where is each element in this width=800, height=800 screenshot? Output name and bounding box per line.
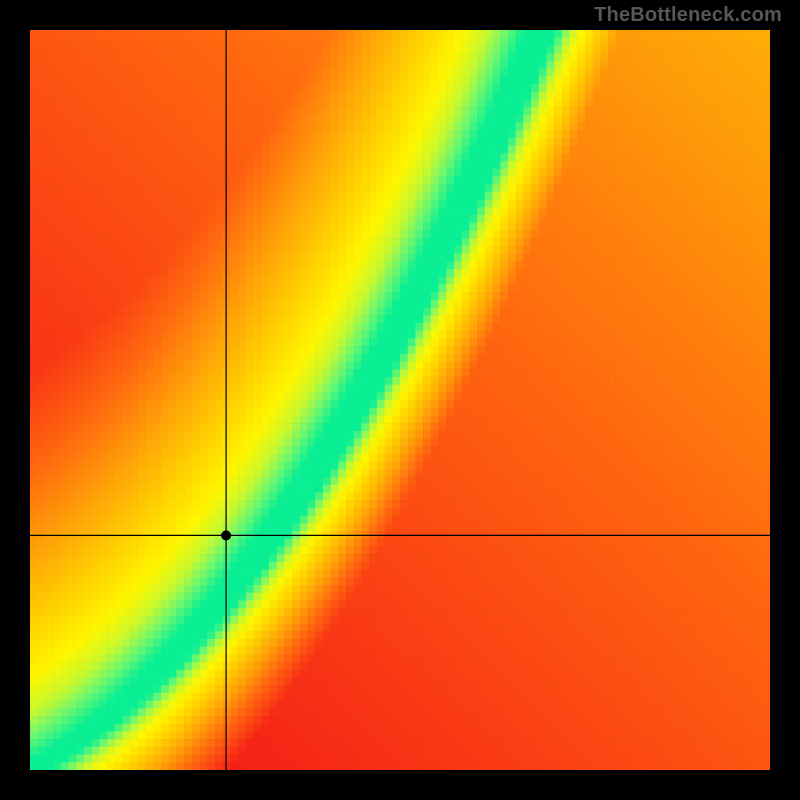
bottleneck-heatmap xyxy=(30,30,770,770)
chart-container: TheBottleneck.com xyxy=(0,0,800,800)
watermark-text: TheBottleneck.com xyxy=(594,4,782,27)
